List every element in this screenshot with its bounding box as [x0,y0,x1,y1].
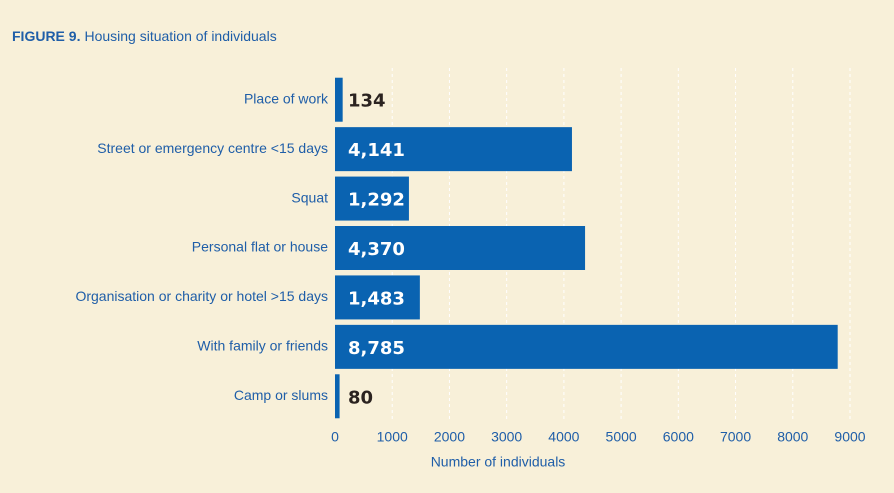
value-label: 134 [348,91,386,112]
value-label: 8,785 [348,338,405,359]
x-tick-label: 2000 [434,429,465,445]
y-tick-label: Personal flat or house [192,239,328,255]
bar [335,275,420,320]
x-tick-label: 0 [331,429,339,445]
value-label: 4,141 [348,140,405,161]
y-tick-label: Street or emergency centre <15 days [97,140,328,156]
y-tick-label: Camp or slums [234,387,328,403]
y-tick-label: Organisation or charity or hotel >15 day… [75,288,328,304]
x-tick-label: 1000 [377,429,408,445]
figure-label: FIGURE 9. [12,28,80,44]
x-tick-label: 4000 [548,429,579,445]
bar [335,127,572,172]
x-tick-label: 6000 [663,429,694,445]
y-tick-label: Squat [291,189,328,205]
x-tick-label: 9000 [834,429,865,445]
value-label: 80 [348,387,373,408]
y-tick-label: Place of work [244,90,329,106]
value-label: 4,370 [348,239,405,260]
bar [335,77,343,122]
chart-title: FIGURE 9. Housing situation of individual… [12,28,277,44]
x-tick-label: 8000 [777,429,808,445]
bar [335,374,340,419]
value-label: 1,292 [348,190,405,211]
x-tick-label: 3000 [491,429,522,445]
x-axis-label: Number of individuals [431,454,566,470]
y-tick-label: With family or friends [197,338,328,354]
bar [335,176,409,221]
title-text: Housing situation of individuals [84,28,276,44]
bar [335,324,838,369]
x-tick-label: 7000 [720,429,751,445]
value-label: 1,483 [348,288,405,309]
bar [335,226,586,270]
x-tick-label: 5000 [606,429,637,445]
